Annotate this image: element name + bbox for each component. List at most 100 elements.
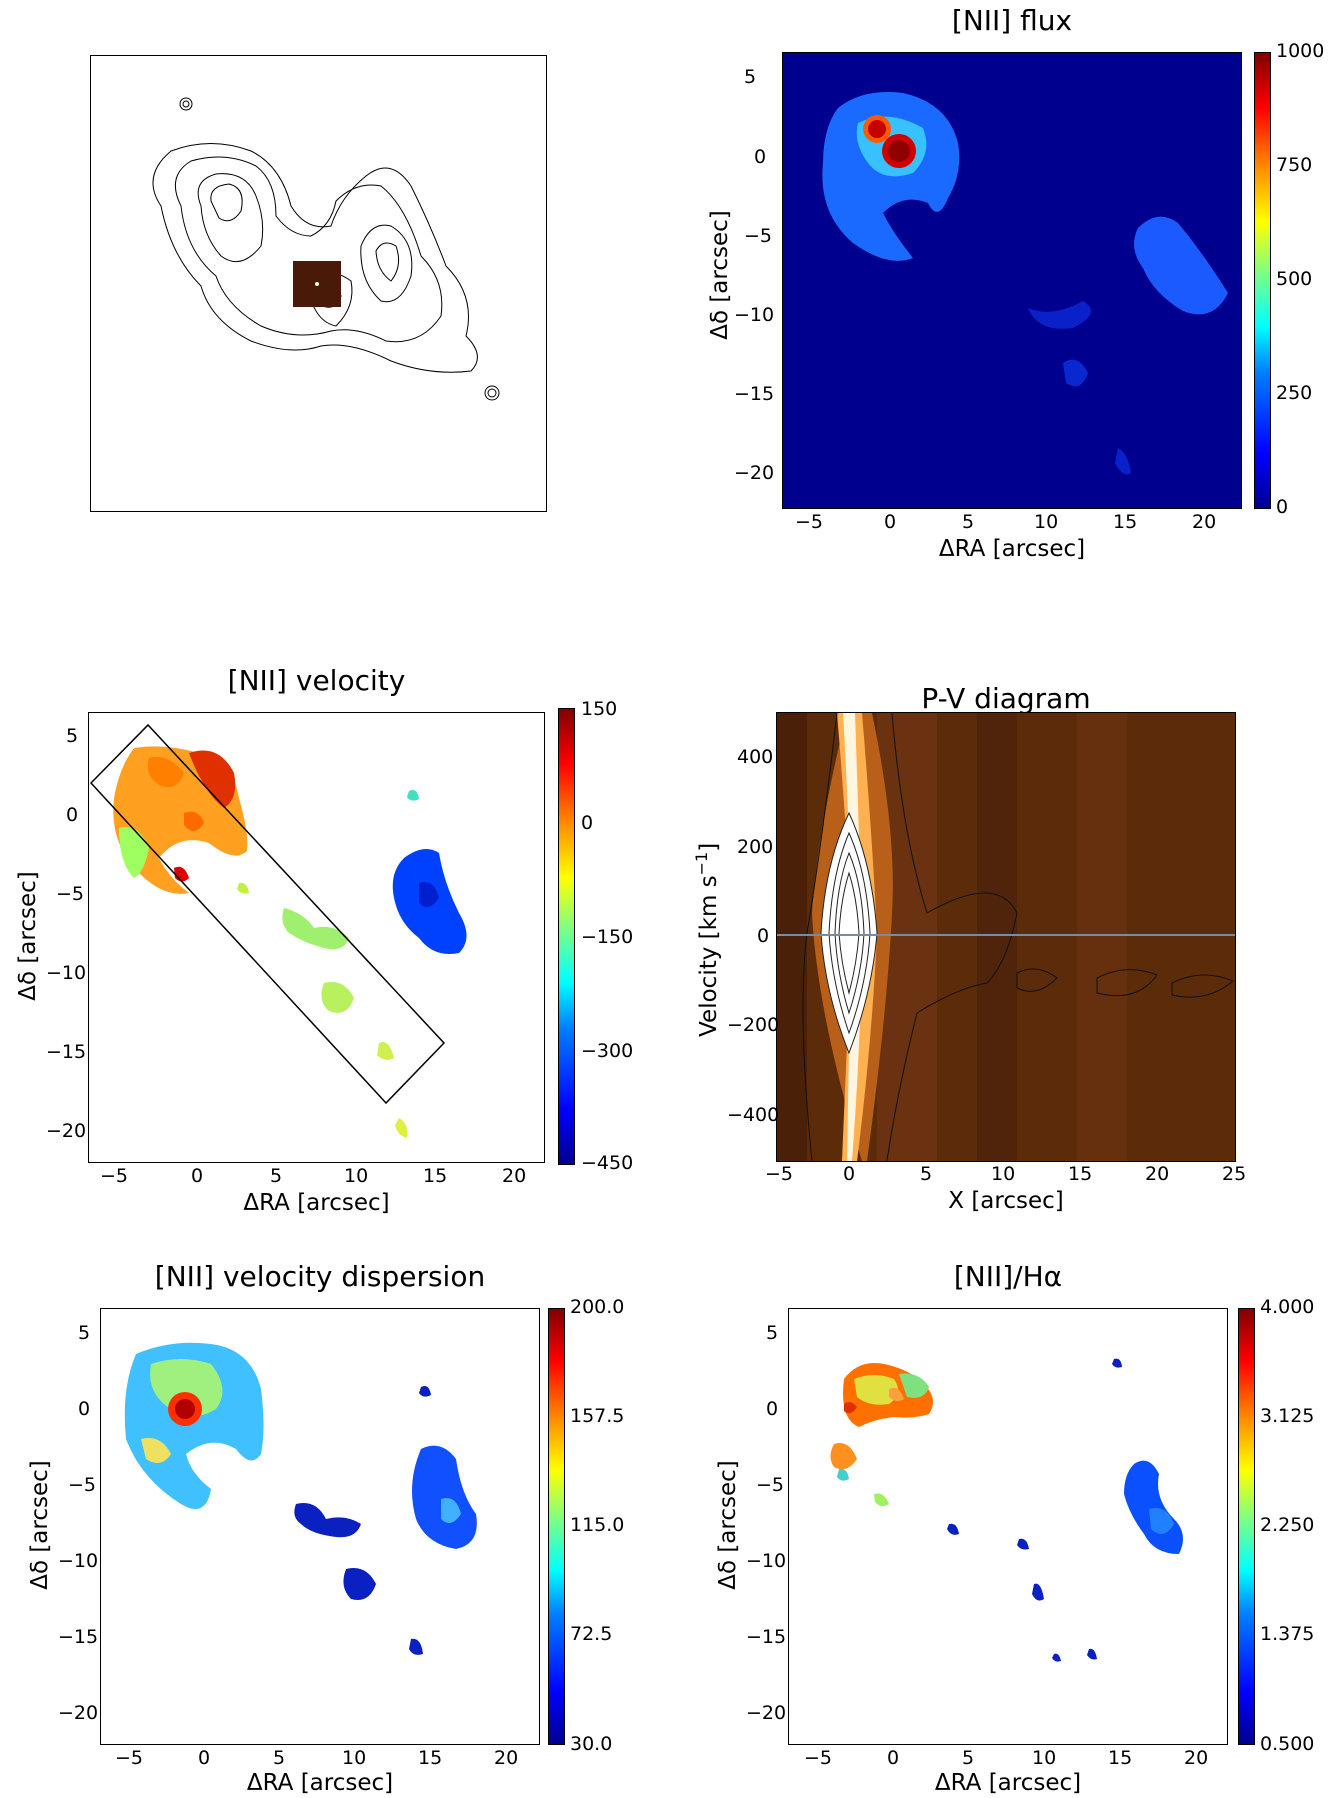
flux-xtick: 0 — [884, 511, 897, 533]
pv-xtick: 20 — [1145, 1163, 1170, 1185]
flux-title: [NII] flux — [951, 4, 1073, 37]
dispersion-colorbar — [548, 1308, 565, 1745]
dispersion-cbtick: 115.0 — [570, 1514, 625, 1536]
flux-ytick: 5 — [744, 66, 757, 88]
flux-cbtick: 1000 — [1276, 40, 1325, 62]
ratio-ytick: 5 — [766, 1322, 779, 1344]
pv-ytick: −400 — [727, 1104, 780, 1126]
dispersion-cbtick: 30.0 — [570, 1733, 613, 1755]
pv-xtick: −5 — [765, 1163, 794, 1185]
velocity-xtick: 5 — [270, 1165, 283, 1187]
flux-ytick: −15 — [734, 383, 775, 405]
ratio-ytick: −10 — [746, 1550, 787, 1572]
velocity-xlabel: ΔRA [arcsec] — [243, 1190, 390, 1216]
pv-image — [777, 713, 1235, 1161]
dispersion-xtick: 20 — [494, 1747, 519, 1769]
velocity-ytick: 5 — [66, 725, 79, 747]
ratio-xtick: −5 — [804, 1747, 833, 1769]
dispersion-xtick: 5 — [273, 1747, 286, 1769]
ratio-ylabel: Δδ [arcsec] — [715, 1460, 741, 1590]
flux-ytick: −20 — [734, 462, 775, 484]
dispersion-xlabel: ΔRA [arcsec] — [246, 1770, 394, 1796]
pv-ytick: −200 — [727, 1014, 780, 1036]
ratio-title: [NII]/Hα — [953, 1260, 1063, 1293]
dispersion-title: [NII] velocity dispersion — [154, 1260, 486, 1293]
pv-xtick: 0 — [843, 1163, 856, 1185]
flux-xtick: 5 — [962, 511, 975, 533]
velocity-cbtick: −450 — [581, 1152, 634, 1174]
velocity-ytick: −15 — [46, 1041, 87, 1063]
ratio-cbtick: 0.500 — [1260, 1733, 1315, 1755]
velocity-ylabel: Δδ [arcsec] — [15, 871, 41, 1001]
dispersion-xtick: −5 — [115, 1747, 144, 1769]
ratio-xtick: 10 — [1032, 1747, 1057, 1769]
velocity-xtick: 20 — [502, 1165, 527, 1187]
flux-cbtick: 500 — [1276, 268, 1313, 290]
velocity-xtick: −5 — [100, 1165, 129, 1187]
ratio-ytick: 0 — [766, 1398, 779, 1420]
pv-map — [776, 712, 1236, 1162]
dispersion-ytick: 5 — [78, 1322, 91, 1344]
pv-ytick: 400 — [737, 746, 774, 768]
dispersion-ytick: 0 — [78, 1398, 91, 1420]
flux-cbtick: 750 — [1276, 154, 1313, 176]
ratio-cbtick: 3.125 — [1260, 1405, 1315, 1427]
ratio-colorbar — [1238, 1308, 1255, 1745]
dispersion-xtick: 15 — [418, 1747, 443, 1769]
ratio-xtick: 0 — [887, 1747, 900, 1769]
flux-emission — [822, 92, 1228, 475]
pv-xtick: 10 — [991, 1163, 1016, 1185]
ratio-ytick: −20 — [746, 1702, 787, 1724]
velocity-map — [88, 712, 545, 1163]
velocity-ytick: 0 — [66, 804, 79, 826]
dispersion-ytick: −10 — [58, 1550, 99, 1572]
flux-xtick: 10 — [1034, 511, 1059, 533]
dispersion-cbtick: 200.0 — [570, 1296, 625, 1318]
velocity-cbtick: −300 — [581, 1040, 634, 1062]
flux-xtick: 20 — [1192, 511, 1217, 533]
velocity-cbtick: 0 — [581, 812, 594, 834]
pv-ytick: 0 — [757, 925, 770, 947]
pv-xtick: 5 — [920, 1163, 933, 1185]
ratio-map — [788, 1308, 1228, 1745]
overview-panel — [90, 55, 547, 512]
velocity-ytick: −10 — [46, 962, 87, 984]
ratio-xtick: 20 — [1184, 1747, 1209, 1769]
dispersion-ylabel: Δδ [arcsec] — [27, 1460, 53, 1590]
flux-ytick: 0 — [754, 146, 767, 168]
ratio-cbtick: 1.375 — [1260, 1623, 1315, 1645]
flux-ylabel: Δδ [arcsec] — [707, 210, 733, 340]
flux-map — [782, 52, 1242, 509]
dispersion-xtick: 0 — [198, 1747, 211, 1769]
pv-xtick: 15 — [1068, 1163, 1093, 1185]
ratio-xtick: 15 — [1108, 1747, 1133, 1769]
flux-cbtick: 250 — [1276, 382, 1313, 404]
contour-drawing — [152, 97, 500, 401]
flux-ytick: −10 — [734, 304, 775, 326]
ratio-emission — [830, 1358, 1183, 1662]
dispersion-xtick: 10 — [342, 1747, 367, 1769]
dispersion-map — [100, 1308, 540, 1745]
flux-xtick: −5 — [795, 511, 824, 533]
dispersion-emission — [124, 1342, 477, 1655]
velocity-cbtick: 150 — [581, 698, 618, 720]
pv-ylabel-sup: −1 — [692, 851, 712, 876]
overview-contour-map — [90, 55, 547, 512]
dispersion-ytick: −20 — [58, 1702, 99, 1724]
pv-xtick: 25 — [1222, 1163, 1247, 1185]
flux-xlabel: ΔRA [arcsec] — [938, 536, 1086, 562]
pv-xlabel: X [arcsec] — [948, 1188, 1064, 1214]
ratio-cbtick: 2.250 — [1260, 1514, 1315, 1536]
ratio-ytick: −15 — [746, 1626, 787, 1648]
velocity-xtick: 0 — [191, 1165, 204, 1187]
velocity-xtick: 15 — [423, 1165, 448, 1187]
velocity-ytick: −5 — [56, 883, 85, 905]
velocity-colorbar — [558, 708, 575, 1165]
velocity-title: [NII] velocity — [227, 664, 406, 697]
flux-xtick: 15 — [1113, 511, 1138, 533]
velocity-ytick: −20 — [46, 1120, 87, 1142]
pv-title: P-V diagram — [921, 682, 1091, 715]
dispersion-cbtick: 72.5 — [570, 1623, 613, 1645]
pv-ylabel-end: ] — [695, 842, 722, 852]
dispersion-ytick: −15 — [58, 1626, 99, 1648]
